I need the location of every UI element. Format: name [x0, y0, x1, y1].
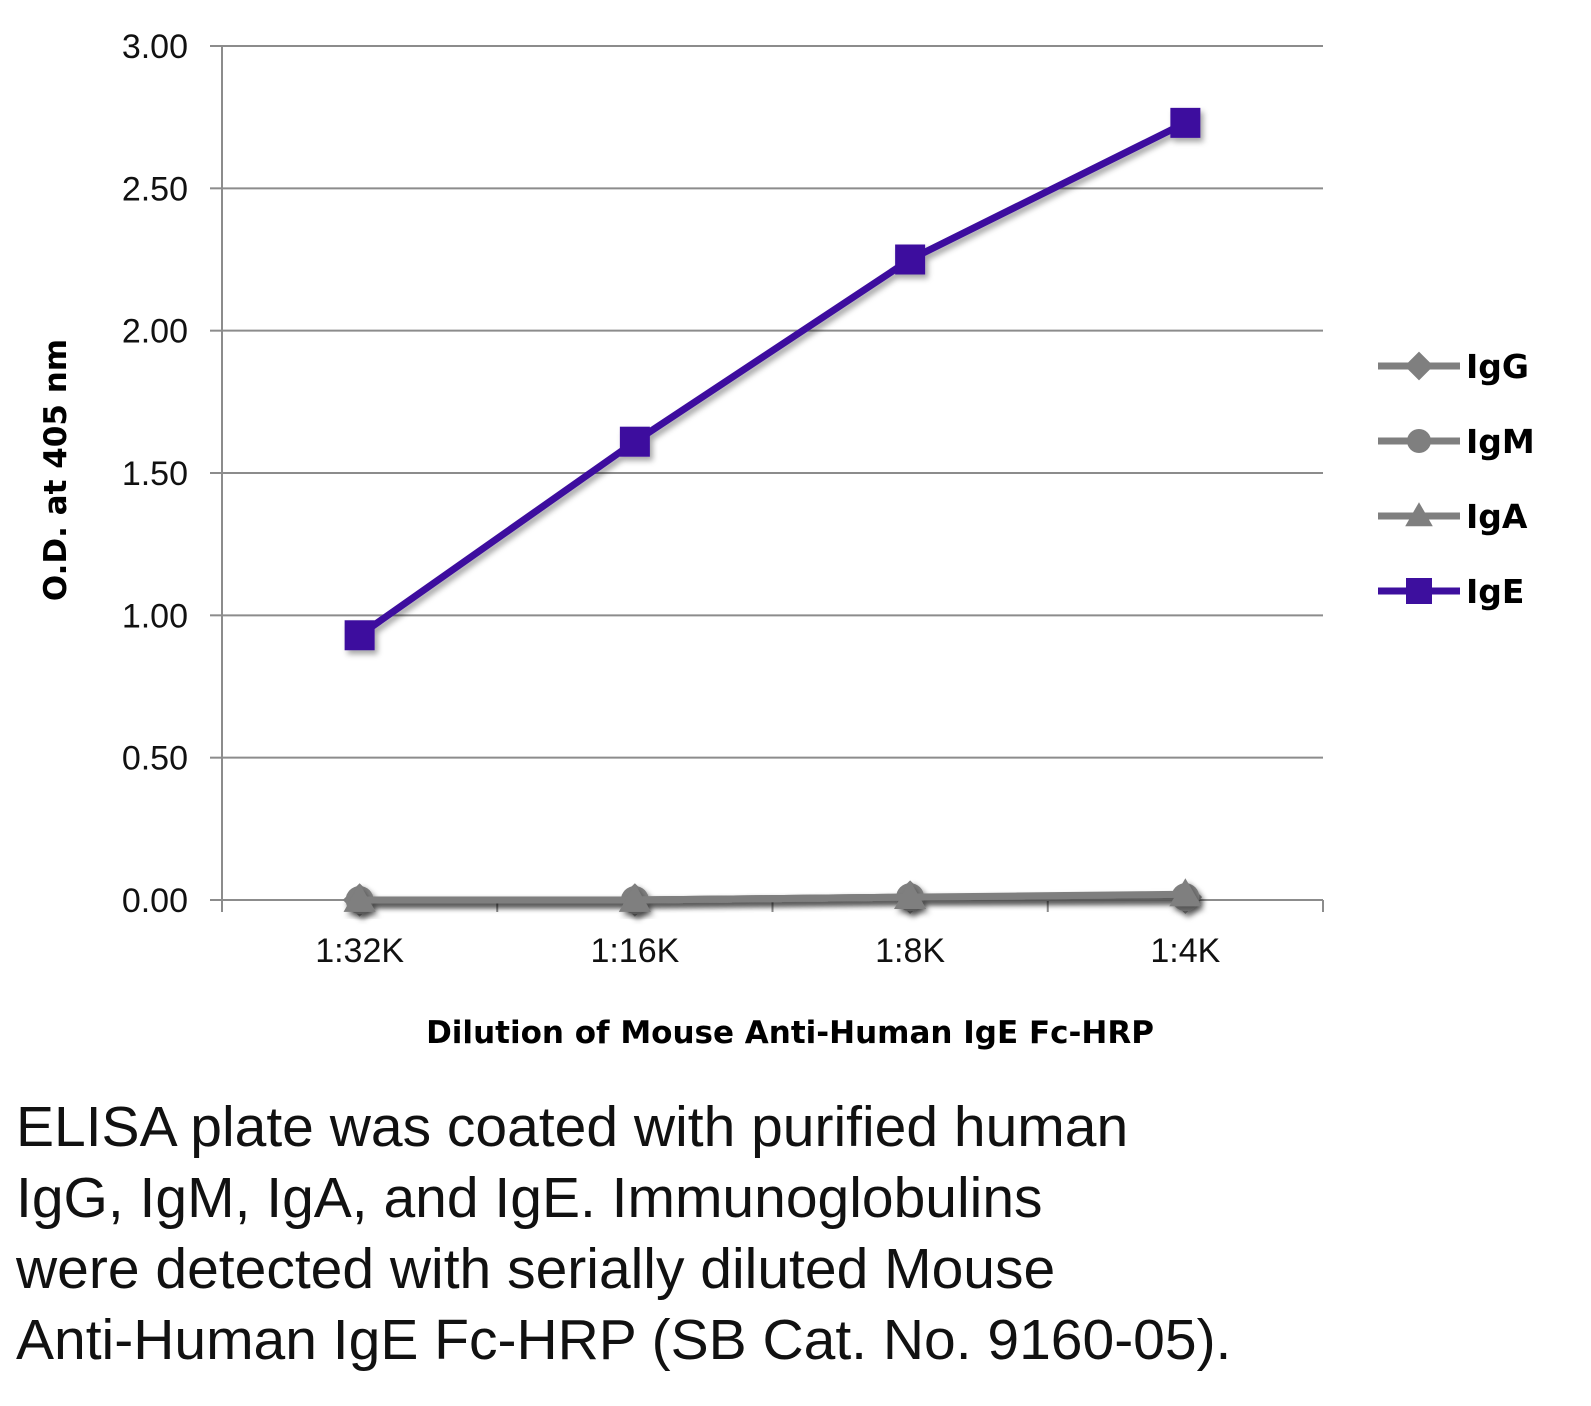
y-tick-label: 1.50: [122, 455, 188, 493]
y-tick-label: 0.50: [122, 740, 188, 778]
data-point-square: [1170, 107, 1201, 138]
data-point-triangle: [894, 881, 927, 910]
series-line: [359, 890, 1186, 904]
series-layer: [342, 107, 1203, 917]
legend-item-igm: IgM: [1378, 422, 1535, 461]
y-tick-label: 2.00: [122, 313, 188, 351]
x-tick-label: 1:4K: [1150, 932, 1220, 970]
legend-marker-circle: [1407, 429, 1431, 453]
legend-marker-diamond: [1404, 351, 1434, 381]
x-axis-ticks: 1:32K 1:16K 1:8K 1:4K: [221, 900, 1324, 970]
legend-label: IgE: [1466, 572, 1524, 611]
legend-marker-square: [1406, 578, 1432, 604]
data-point-square: [344, 620, 375, 651]
legend: IgG IgM IgA IgE: [1378, 347, 1535, 611]
elisa-line-chart: 0.000.501.001.502.002.503.00 1:32K 1:16K 1…: [38, 28, 1535, 1051]
data-point-triangle: [618, 883, 651, 912]
series-iga: [343, 878, 1202, 912]
y-tick-label: 1.00: [122, 597, 188, 635]
data-point-square: [895, 244, 926, 275]
y-tick-label: 3.00: [122, 28, 188, 66]
legend-item-iga: IgA: [1378, 497, 1528, 536]
data-point-triangle: [343, 883, 376, 912]
legend-marker-triangle: [1405, 502, 1433, 527]
y-axis-ticks: 0.00 0.50 1.00 1.50 2.00 2.50 3.00: [122, 28, 222, 920]
caption-line: IgG, IgM, IgA, and IgE. Immunoglobulins: [16, 1166, 1043, 1230]
x-tick-label: 1:16K: [590, 932, 679, 970]
legend-item-igg: IgG: [1378, 347, 1529, 386]
series-line: [357, 119, 1187, 639]
series-ige: [344, 107, 1201, 651]
figure-caption: ELISA plate was coated with purified hum…: [16, 1092, 1576, 1376]
legend-item-ige: IgE: [1378, 572, 1524, 611]
x-axis-title: Dilution of Mouse Anti-Human IgE Fc-HRP: [426, 1015, 1154, 1051]
caption-line: Anti-Human IgE Fc-HRP (SB Cat. No. 9160-…: [16, 1308, 1232, 1372]
y-axis-title: O.D. at 405 nm: [38, 339, 74, 601]
legend-label: IgM: [1466, 422, 1535, 461]
caption-line: ELISA plate was coated with purified hum…: [16, 1095, 1129, 1159]
x-tick-label: 1:8K: [875, 932, 945, 970]
x-tick-label: 1:32K: [315, 932, 404, 970]
legend-label: IgG: [1466, 347, 1529, 386]
y-tick-label: 2.50: [122, 170, 188, 208]
gridlines: [222, 45, 1323, 759]
legend-label: IgA: [1466, 497, 1528, 536]
data-point-square: [619, 426, 650, 457]
caption-line: were detected with serially diluted Mous…: [16, 1237, 1056, 1301]
y-tick-label: 0.00: [122, 882, 188, 920]
data-point-triangle: [1169, 878, 1202, 907]
